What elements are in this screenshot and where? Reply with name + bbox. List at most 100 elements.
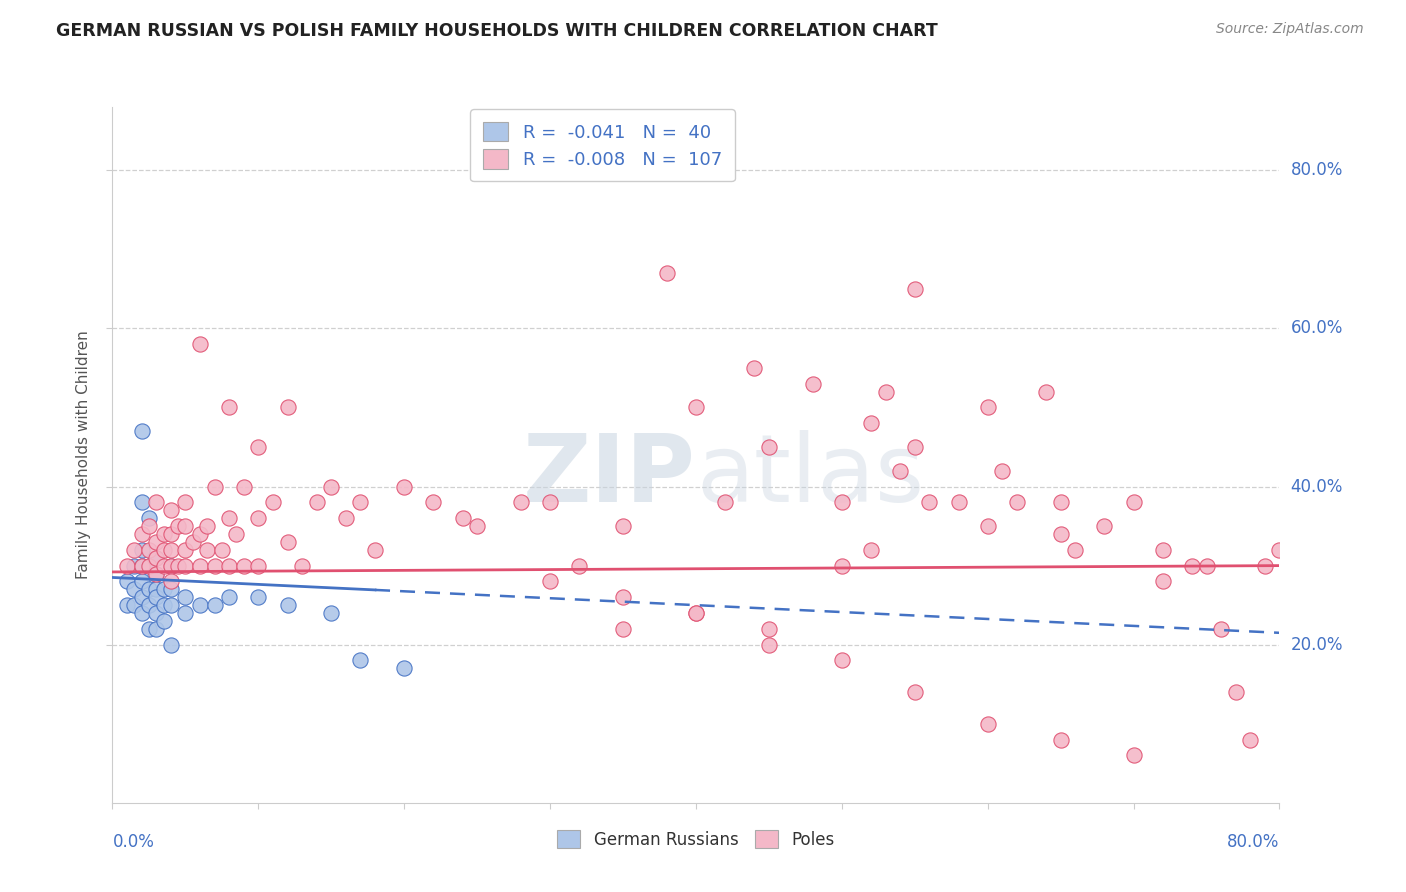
Point [758,440,780,454]
Point [305,495,328,509]
Point [145,566,167,581]
Point [160,558,183,573]
Point [115,574,138,589]
Point [247,591,270,605]
Point [1122,748,1144,763]
Point [247,558,270,573]
Point [422,495,444,509]
Point [195,519,218,533]
Point [218,401,240,415]
Point [1035,384,1057,399]
Point [1195,558,1218,573]
Point [160,638,183,652]
Point [976,519,998,533]
Point [131,542,153,557]
Point [195,542,218,557]
Text: atlas: atlas [696,430,924,522]
Point [685,606,707,620]
Point [131,527,153,541]
Point [145,495,167,509]
Point [904,440,927,454]
Point [204,479,226,493]
Point [188,558,211,573]
Point [138,511,160,525]
Point [145,622,167,636]
Point [115,558,138,573]
Point [152,598,174,612]
Point [758,638,780,652]
Point [138,582,160,597]
Point [167,519,190,533]
Point [321,479,343,493]
Point [145,582,167,597]
Point [714,495,737,509]
Point [904,282,927,296]
Point [262,495,284,509]
Point [131,558,153,573]
Point [801,376,824,391]
Point [124,582,146,597]
Point [174,606,197,620]
Point [188,337,211,351]
Point [655,266,678,280]
Point [1152,542,1174,557]
Point [218,511,240,525]
Point [138,558,160,573]
Point [831,653,853,667]
Point [124,598,146,612]
Point [115,598,138,612]
Point [394,479,416,493]
Point [152,614,174,628]
Point [131,558,153,573]
Point [364,542,387,557]
Point [145,550,167,565]
Point [948,495,970,509]
Point [1005,495,1028,509]
Point [174,519,197,533]
Point [174,591,197,605]
Point [232,558,254,573]
Point [152,527,174,541]
Point [160,542,183,557]
Point [276,598,298,612]
Point [904,685,927,699]
Point [685,401,707,415]
Point [758,622,780,636]
Point [218,558,240,573]
Point [538,495,561,509]
Point [131,424,153,438]
Point [160,503,183,517]
Point [1152,574,1174,589]
Point [612,591,634,605]
Point [1225,685,1247,699]
Point [174,495,197,509]
Point [174,558,197,573]
Point [131,606,153,620]
Point [160,558,183,573]
Y-axis label: Family Households with Children: Family Households with Children [76,331,91,579]
Point [1268,542,1291,557]
Point [860,542,883,557]
Point [247,440,270,454]
Point [152,558,174,573]
Point [160,598,183,612]
Point [276,534,298,549]
Legend: German Russians, Poles: German Russians, Poles [548,822,844,857]
Point [1122,495,1144,509]
Point [138,519,160,533]
Point [860,417,883,431]
Point [538,574,561,589]
Point [918,495,941,509]
Point [145,566,167,581]
Point [1049,527,1071,541]
Point [138,622,160,636]
Text: 80.0%: 80.0% [1291,161,1343,179]
Point [188,527,211,541]
Point [976,401,998,415]
Point [152,542,174,557]
Point [1239,732,1261,747]
Text: 0.0%: 0.0% [112,833,155,851]
Point [1094,519,1116,533]
Point [124,542,146,557]
Point [1254,558,1277,573]
